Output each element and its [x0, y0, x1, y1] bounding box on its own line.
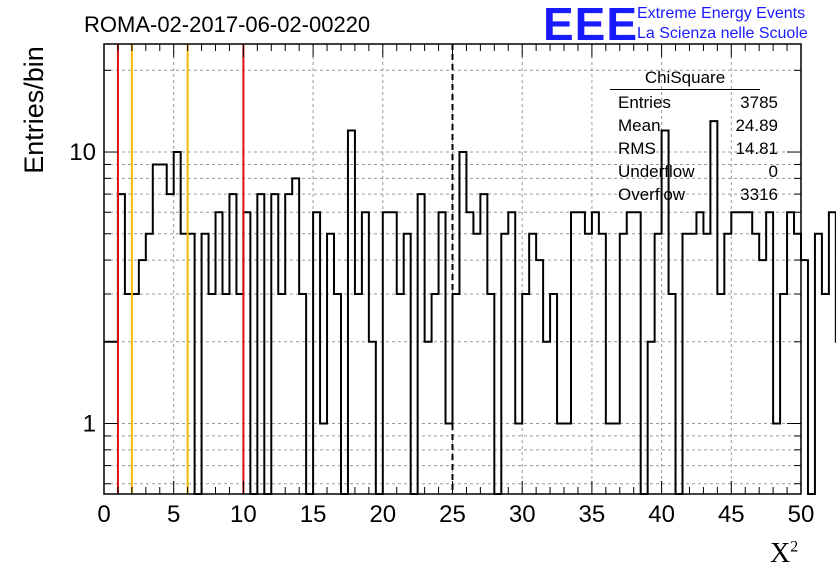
stats-label: Overflow — [618, 185, 686, 204]
x-axis-label-superscript: 2 — [790, 538, 799, 556]
stats-box: ChiSquare Entries 3785 Mean 24.89 RMS 14.81… — [610, 68, 780, 206]
x-tick-label: 45 — [718, 501, 745, 528]
y-tick-label: 10 — [69, 139, 96, 166]
x-axis-label: X2 — [770, 538, 798, 570]
x-tick-label: 20 — [369, 501, 396, 528]
stats-row: RMS 14.81 — [610, 137, 778, 160]
x-tick-label: 50 — [788, 501, 815, 528]
x-tick-label: 10 — [230, 501, 257, 528]
x-axis-label-base: X — [770, 538, 791, 569]
logo-subtitle-1: Extreme Energy Events — [637, 5, 806, 22]
stats-label: Entries — [618, 93, 671, 112]
y-axis-label: Entries/bin — [19, 46, 49, 174]
x-tick-label: 0 — [97, 501, 110, 528]
x-tick-label: 35 — [579, 501, 606, 528]
stats-value: 14.81 — [735, 139, 778, 158]
stats-value: 24.89 — [735, 116, 778, 135]
logo-subtitle-2: La Scienza nelle Scuole — [637, 25, 808, 42]
x-tick-label: 40 — [648, 501, 675, 528]
x-tick-label: 25 — [439, 501, 466, 528]
x-tick-label: 15 — [300, 501, 327, 528]
stats-row: Entries 3785 — [610, 91, 778, 114]
stats-row: Underflow 0 — [610, 160, 778, 183]
stats-value: 3785 — [740, 93, 778, 112]
x-tick-label: 5 — [167, 501, 180, 528]
y-tick-label: 1 — [83, 411, 96, 438]
x-tick-label: 30 — [509, 501, 536, 528]
stats-row: Mean 24.89 — [610, 114, 778, 137]
stats-title: ChiSquare — [610, 68, 760, 90]
stats-value: 3316 — [740, 185, 778, 204]
stats-label: Mean — [618, 116, 661, 135]
eee-logo: EEE — [543, 0, 639, 50]
stats-label: Underflow — [618, 162, 695, 181]
stats-label: RMS — [618, 139, 656, 158]
stats-value: 0 — [768, 162, 778, 181]
stats-row: Overflow 3316 — [610, 183, 778, 206]
histogram-line — [104, 120, 836, 495]
chart-title: ROMA-02-2017-06-02-00220 — [84, 12, 371, 37]
